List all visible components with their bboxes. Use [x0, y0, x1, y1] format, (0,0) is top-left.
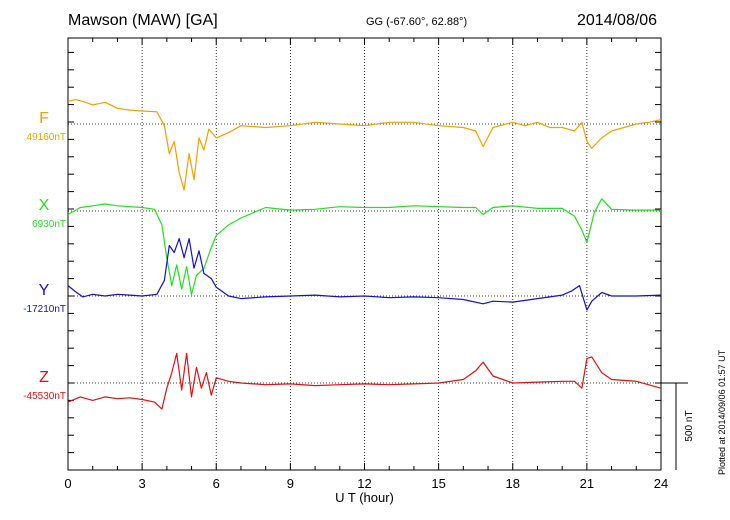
x-tick-label: 15	[431, 476, 445, 491]
x-tick-label: 9	[287, 476, 294, 491]
component-label-y: Y	[39, 282, 50, 299]
x-tick-label: 6	[213, 476, 220, 491]
component-label-z: Z	[39, 369, 49, 386]
x-tick-label: 18	[506, 476, 520, 491]
x-tick-label: 12	[357, 476, 371, 491]
series-line-z	[67, 352, 662, 410]
coordinates-label: GG (-67.60°, 62.88°)	[366, 16, 468, 28]
series-line-y	[67, 238, 662, 311]
station-title: Mawson (MAW) [GA]	[68, 12, 218, 29]
x-axis-label: U T (hour)	[335, 490, 394, 505]
x-tick-label: 3	[139, 476, 146, 491]
x-tick-label: 0	[64, 476, 71, 491]
baseline-label-y: -17210nT	[23, 304, 66, 315]
x-tick-label: 24	[654, 476, 668, 491]
component-label-f: F	[39, 110, 49, 127]
date-label: 2014/08/06	[577, 12, 658, 29]
baseline-label-z: -45530nT	[23, 391, 66, 402]
component-label-x: X	[39, 197, 50, 214]
scale-bar-label: 500 nT	[684, 410, 695, 441]
series-line-x	[67, 198, 661, 296]
baseline-label-f: 49160nT	[27, 132, 66, 143]
baseline-label-x: 6930nT	[32, 219, 66, 230]
plot-credit: Plotted at 2014/09/06 01:57 UT	[717, 349, 727, 475]
series-line-f	[67, 99, 662, 191]
x-tick-label: 21	[580, 476, 594, 491]
